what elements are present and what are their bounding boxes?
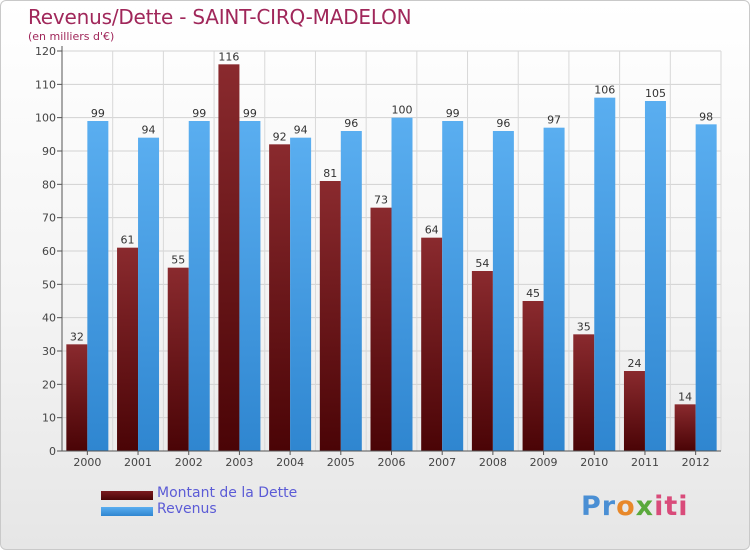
y-tick-label: 120 bbox=[35, 45, 56, 58]
axes: 0 10 20 30 40 50 60 70 80 90 100 110 120 2000 2001 2002… bbox=[35, 45, 721, 469]
x-tick-label: 2010 bbox=[580, 456, 608, 469]
bar-revenus bbox=[391, 117, 413, 452]
bar-dette bbox=[623, 371, 645, 451]
data-label: 64 bbox=[425, 224, 439, 237]
y-tick-label: 60 bbox=[42, 245, 56, 258]
y-tick-label: 110 bbox=[35, 78, 56, 91]
bar-dette bbox=[319, 181, 341, 451]
x-tick-label: 2000 bbox=[73, 456, 101, 469]
data-label: 99 bbox=[446, 107, 460, 120]
bar-dette bbox=[269, 144, 291, 452]
data-label: 55 bbox=[171, 254, 185, 267]
legend-swatch-dette bbox=[101, 491, 153, 500]
data-label: 92 bbox=[273, 130, 287, 143]
bar-dette bbox=[117, 247, 139, 451]
y-tick-label: 90 bbox=[42, 145, 56, 158]
bar-dette bbox=[66, 344, 88, 451]
x-tick-label: 2005 bbox=[327, 456, 355, 469]
data-labels: 32 99 61 94 55 99 116 99 92 94 81 96 73 100 64 99 54 96 45… bbox=[70, 50, 713, 403]
y-tick-label: 80 bbox=[42, 178, 56, 191]
data-label: 105 bbox=[645, 87, 666, 100]
y-tick-label: 50 bbox=[42, 278, 56, 291]
legend-label-revenus: Revenus bbox=[157, 501, 217, 517]
data-label: 96 bbox=[344, 117, 358, 130]
data-label: 61 bbox=[121, 234, 135, 247]
data-label: 98 bbox=[699, 110, 713, 123]
x-tick-label: 2002 bbox=[175, 456, 203, 469]
bar-revenus bbox=[290, 137, 312, 451]
data-label: 116 bbox=[218, 50, 239, 63]
x-tick-label: 2012 bbox=[682, 456, 710, 469]
x-tick-label: 2001 bbox=[124, 456, 152, 469]
y-tick-label: 10 bbox=[42, 412, 56, 425]
bar-revenus bbox=[87, 121, 109, 451]
data-label: 14 bbox=[678, 390, 692, 403]
data-label: 54 bbox=[475, 257, 489, 270]
bar-revenus bbox=[188, 121, 210, 451]
legend-label-dette: Montant de la Dette bbox=[157, 485, 298, 501]
bar-revenus bbox=[492, 131, 514, 451]
x-tick-label: 2009 bbox=[530, 456, 558, 469]
y-tick-label: 20 bbox=[42, 378, 56, 391]
x-tick-label: 2006 bbox=[378, 456, 406, 469]
y-tick-label: 30 bbox=[42, 345, 56, 358]
bar-dette bbox=[573, 334, 595, 451]
data-label: 99 bbox=[192, 107, 206, 120]
bar-dette bbox=[522, 301, 544, 451]
bar-dette bbox=[471, 271, 493, 451]
data-label: 73 bbox=[374, 194, 388, 207]
bar-revenus bbox=[644, 101, 666, 451]
y-tick-label: 0 bbox=[49, 445, 56, 458]
data-label: 99 bbox=[91, 107, 105, 120]
chart-subtitle: (en milliers d'€) bbox=[28, 30, 115, 43]
data-label: 100 bbox=[392, 104, 413, 117]
bar-dette bbox=[218, 64, 240, 452]
bar-revenus bbox=[442, 121, 464, 451]
bar-dette bbox=[421, 237, 443, 451]
x-tick-label: 2003 bbox=[225, 456, 253, 469]
data-label: 97 bbox=[547, 114, 561, 127]
data-label: 96 bbox=[496, 117, 510, 130]
x-tick-label: 2007 bbox=[428, 456, 456, 469]
chart-title: Revenus/Dette - SAINT-CIRQ-MADELON bbox=[28, 5, 412, 29]
y-tick-label: 40 bbox=[42, 312, 56, 325]
y-tick-label: 70 bbox=[42, 212, 56, 225]
data-label: 106 bbox=[594, 84, 615, 97]
bar-dette bbox=[674, 404, 696, 451]
data-label: 32 bbox=[70, 330, 84, 343]
x-tick-label: 2008 bbox=[479, 456, 507, 469]
bar-revenus bbox=[543, 127, 565, 452]
data-label: 45 bbox=[526, 287, 540, 300]
x-tick-label: 2004 bbox=[276, 456, 304, 469]
data-label: 94 bbox=[294, 124, 308, 137]
data-label: 81 bbox=[323, 167, 337, 180]
bar-dette bbox=[370, 207, 392, 451]
legend-swatch-revenus bbox=[101, 507, 153, 516]
data-label: 94 bbox=[142, 124, 156, 137]
bar-dette bbox=[167, 267, 189, 451]
data-label: 35 bbox=[577, 320, 591, 333]
data-label: 99 bbox=[243, 107, 257, 120]
x-tick-label: 2011 bbox=[631, 456, 659, 469]
bar-revenus bbox=[239, 121, 261, 451]
bar-revenus bbox=[340, 131, 362, 451]
bar-revenus bbox=[594, 97, 616, 452]
bar-revenus bbox=[138, 137, 160, 451]
bars bbox=[66, 64, 717, 452]
data-label: 24 bbox=[627, 357, 641, 370]
bar-revenus bbox=[695, 124, 717, 451]
y-tick-label: 100 bbox=[35, 112, 56, 125]
proxiti-logo: Proxiti bbox=[581, 491, 689, 522]
